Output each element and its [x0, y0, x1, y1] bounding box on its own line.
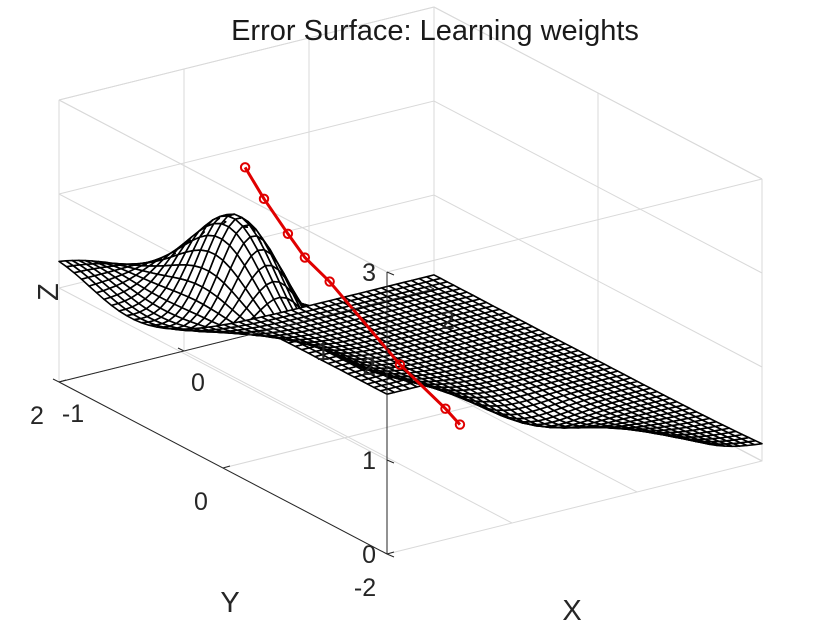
y-tick-mark	[386, 551, 395, 555]
x-tick-mark	[177, 347, 185, 352]
trajectory-line	[243, 166, 462, 426]
surface-mesh	[58, 213, 763, 448]
x-tick-mark	[302, 316, 310, 321]
z-tick-mark	[386, 271, 395, 276]
axes-lines	[52, 271, 435, 558]
z-tick-label: 1	[362, 447, 376, 475]
z-tick-label: 0	[362, 541, 376, 569]
grid-line	[58, 287, 388, 461]
z-axis-label: Z	[33, 283, 65, 301]
y-tick-label: -2	[354, 574, 376, 602]
x-tick-label: -1	[62, 400, 84, 428]
z-tick-mark	[386, 459, 395, 464]
trajectory-point	[258, 193, 270, 205]
chart-title: Error Surface: Learning weights	[231, 15, 639, 47]
x-tick-mark	[52, 378, 60, 383]
mesh-cell	[58, 259, 74, 268]
x-axis-line	[58, 288, 435, 383]
trajectory-point	[299, 252, 311, 263]
box-edge	[386, 178, 763, 273]
trajectory-point	[394, 359, 406, 370]
trajectory	[239, 162, 466, 430]
x-tick-label: 0	[191, 369, 205, 397]
x-tick-label: 1	[316, 338, 330, 366]
x-axis-label: X	[562, 595, 581, 627]
x-tick-mark	[427, 285, 435, 290]
z-tick-label: 2	[362, 353, 376, 381]
y-tick-label: 2	[30, 402, 44, 430]
grid-line	[58, 100, 763, 274]
y-tick-label: 0	[194, 488, 208, 516]
trajectory-point	[282, 228, 294, 239]
z-tick-mark	[386, 553, 395, 558]
y-tick-mark	[222, 465, 231, 469]
grid-line	[58, 99, 388, 273]
trajectory-point	[440, 403, 451, 414]
grid-line	[386, 179, 763, 555]
tick-labels: -1 0 1 2 -2 0 2 0 1 2 3	[30, 259, 455, 602]
z-tick-mark	[386, 365, 395, 370]
trajectory-point	[324, 276, 335, 287]
y-axis-label: Y	[220, 587, 239, 619]
x-tick-label: 2	[441, 307, 455, 335]
trajectory-point	[454, 419, 466, 430]
z-tick-label: 3	[362, 259, 376, 287]
y-tick-mark	[58, 379, 67, 383]
trajectory-point	[239, 162, 251, 173]
